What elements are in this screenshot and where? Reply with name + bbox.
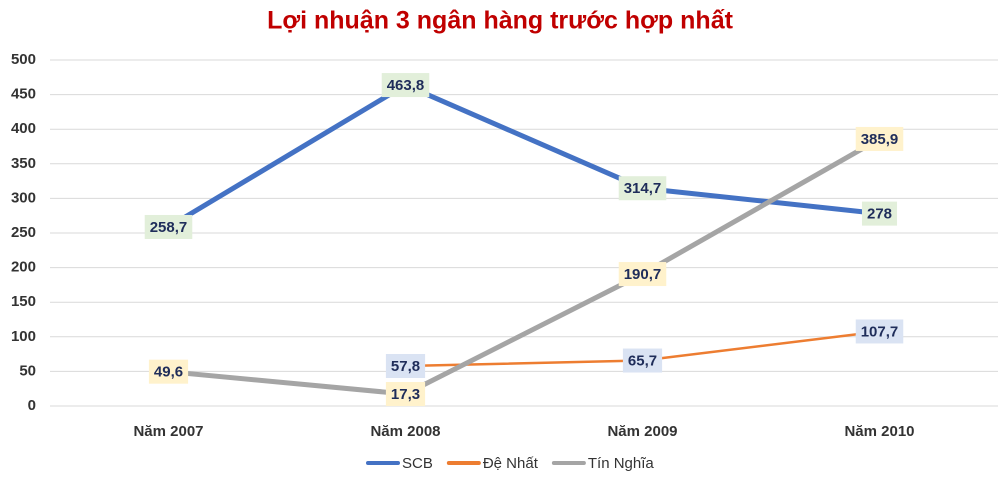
- data-label: 278: [861, 201, 898, 226]
- data-label: 463,8: [381, 73, 430, 98]
- legend-label: Tín Nghĩa: [588, 455, 655, 472]
- data-label-text: 314,7: [624, 180, 662, 197]
- data-label-box: [618, 176, 667, 201]
- data-label: 107,7: [855, 319, 904, 344]
- data-label: 190,7: [618, 262, 667, 287]
- data-label-text: 463,8: [387, 77, 425, 94]
- data-label-text: 107,7: [861, 323, 899, 340]
- data-label-text: 17,3: [391, 386, 420, 403]
- series-line: [167, 82, 880, 230]
- data-label-text: 65,7: [628, 353, 657, 370]
- y-tick-label: 400: [11, 120, 36, 137]
- data-label-box: [148, 359, 189, 384]
- data-label: 57,8: [385, 354, 426, 379]
- data-label-text: 278: [867, 206, 892, 223]
- y-tick-label: 300: [11, 189, 36, 206]
- y-tick-label: 50: [19, 362, 36, 379]
- data-label-text: 57,8: [391, 358, 420, 375]
- data-label: 314,7: [618, 176, 667, 201]
- data-label-box: [622, 348, 663, 373]
- y-tick-label: 450: [11, 86, 36, 103]
- data-label: 385,9: [855, 126, 904, 151]
- series-line: [168, 136, 881, 397]
- y-tick-label: 200: [11, 259, 36, 276]
- y-tick-label: 150: [11, 293, 36, 310]
- data-label-box: [385, 382, 426, 407]
- chart-title: Lợi nhuận 3 ngân hàng trước hợp nhất: [267, 7, 734, 35]
- y-tick-label: 350: [11, 155, 36, 172]
- data-label-text: 258,7: [150, 219, 188, 236]
- data-label-text: 385,9: [861, 131, 899, 148]
- y-tick-label: 500: [11, 51, 36, 68]
- y-tick-label: 100: [11, 328, 36, 345]
- x-tick-label: Năm 2009: [607, 423, 677, 440]
- data-label-box: [385, 354, 426, 379]
- data-label-text: 190,7: [624, 266, 662, 283]
- legend-label: Đệ Nhất: [483, 455, 539, 472]
- data-label: 49,6: [148, 359, 189, 384]
- data-label-box: [381, 73, 430, 98]
- x-tick-label: Năm 2010: [844, 423, 914, 440]
- legend-label: SCB: [402, 455, 433, 472]
- y-tick-label: 0: [28, 397, 36, 414]
- x-tick-label: Năm 2008: [370, 423, 440, 440]
- data-label-box: [618, 262, 667, 287]
- data-label: 17,3: [385, 382, 426, 407]
- data-label: 65,7: [622, 348, 663, 373]
- y-tick-label: 250: [11, 224, 36, 241]
- data-label-box: [861, 201, 898, 226]
- data-label-box: [855, 126, 904, 151]
- data-label: 258,7: [144, 214, 193, 239]
- data-label-box: [855, 319, 904, 344]
- x-tick-label: Năm 2007: [133, 423, 203, 440]
- data-label-text: 49,6: [154, 364, 183, 381]
- data-label-box: [144, 214, 193, 239]
